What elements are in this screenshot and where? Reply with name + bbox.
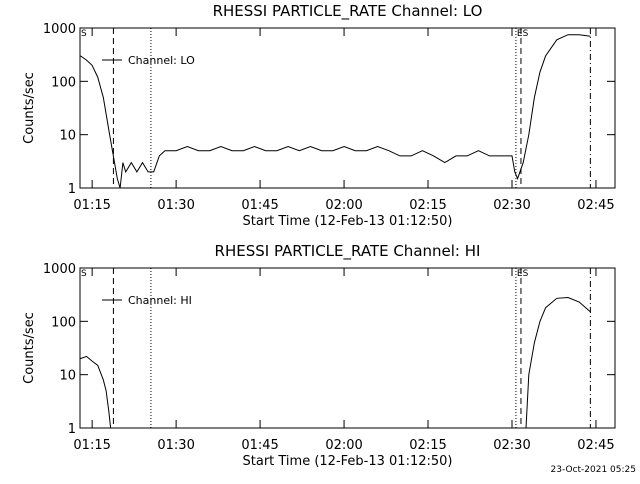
data-line [80,296,591,428]
x-tick-label: 01:15 [73,198,110,213]
x-tick-label: 02:00 [325,438,362,453]
x-tick-label: 02:15 [409,438,446,453]
y-tick-label: 1000 [43,22,76,37]
chart-title: RHESSI PARTICLE_RATE Channel: HI [215,242,481,261]
x-tick-label: 01:15 [73,438,110,453]
y-tick-label: 10 [59,129,76,144]
y-axis-label: Counts/sec [22,72,37,144]
y-tick-label: 10 [59,369,76,384]
x-tick-label: 01:30 [157,438,194,453]
annotation: S [81,29,87,39]
x-axis-label: Start Time (12-Feb-13 01:12:50) [243,214,453,229]
y-tick-label: 1 [68,422,76,437]
y-tick-label: 100 [51,75,76,90]
x-tick-label: 02:30 [493,198,530,213]
x-tick-label: 02:00 [325,198,362,213]
chart-title: RHESSI PARTICLE_RATE Channel: LO [213,2,483,21]
x-tick-label: 02:45 [577,198,614,213]
annotation: ES [517,269,529,279]
legend-label: Channel: LO [128,54,195,67]
y-tick-label: 1000 [43,262,76,277]
x-tick-label: 02:30 [493,438,530,453]
annotation: ES [517,29,529,39]
x-tick-label: 01:45 [241,438,278,453]
x-tick-label: 02:15 [409,198,446,213]
x-tick-label: 02:45 [577,438,614,453]
y-tick-label: 100 [51,315,76,330]
x-axis-label: Start Time (12-Feb-13 01:12:50) [243,454,453,469]
data-line [80,34,591,188]
footer: 23-Oct-2021 05:25 [551,465,636,475]
y-tick-label: 1 [68,182,76,197]
legend-label: Channel: HI [128,294,192,307]
y-axis-label: Counts/sec [22,312,37,384]
x-tick-label: 01:30 [157,198,194,213]
plot-frame [79,267,616,429]
annotation: S [81,269,87,279]
x-tick-label: 01:45 [241,198,278,213]
plot-frame [79,27,616,189]
